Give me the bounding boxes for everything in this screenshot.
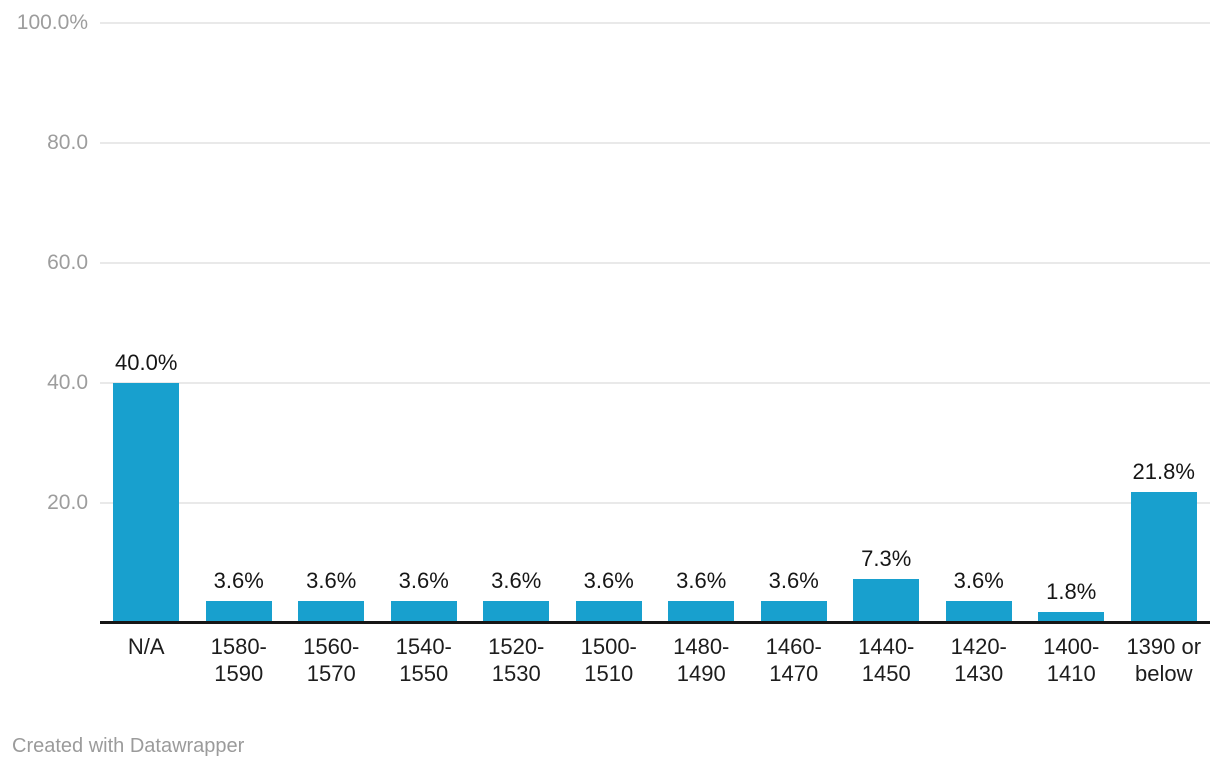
value-label: 3.6% (213, 568, 264, 594)
bar-1500-1510[interactable] (575, 601, 642, 623)
value-label: 1.8% (1046, 579, 1097, 605)
bar-1420-1430[interactable] (945, 601, 1012, 623)
value-label: 21.8% (1132, 459, 1195, 485)
chart-footer: Created with Datawrapper (12, 735, 244, 758)
bar-1480-1490[interactable] (668, 601, 735, 623)
x-tick-label-1460-1470: 1460- 1470 (748, 633, 841, 687)
x-tick-label-line: 1410 (1046, 661, 1096, 686)
x-tick-label-1500-1510: 1500- 1510 (563, 633, 656, 687)
y-axis: 100.0% 80.0 60.0 40.0 20.0 (0, 11, 88, 623)
bar-column: 3.6% (285, 23, 378, 623)
x-tick-label-1560-1570: 1560- 1570 (285, 633, 378, 687)
x-tick-label-line: 1400- (1043, 634, 1100, 659)
value-label: 3.6% (676, 568, 727, 594)
x-tick-label-line: N/A (127, 634, 165, 659)
gridline (100, 382, 1210, 384)
x-tick-label-1390 or below: 1390 or below (1118, 633, 1211, 687)
x-tick-label-line: 1550 (399, 661, 449, 686)
x-tick-label-1420-1430: 1420- 1430 (933, 633, 1026, 687)
x-tick-label-line: 1500- (580, 634, 637, 659)
bar-column: 3.6% (378, 23, 471, 623)
x-tick-label-N/A: N/A (100, 633, 193, 687)
value-label: 7.3% (861, 546, 912, 572)
x-tick-label-1540-1550: 1540- 1550 (378, 633, 471, 687)
bar-column: 1.8% (1025, 23, 1118, 623)
bar-column: 3.6% (470, 23, 563, 623)
x-tick-label-line: 1520- (488, 634, 545, 659)
bar-1400-1410[interactable] (1038, 612, 1105, 623)
bar-column: 3.6% (563, 23, 656, 623)
datawrapper-credit-link[interactable]: Created with Datawrapper (12, 735, 245, 757)
plot-area (100, 22, 1210, 624)
bars-layer: 40.0% 3.6% 3.6% 3.6% 3.6% 3.6% 3.6% 3.6% 7.3% 3.6… (100, 23, 1210, 623)
bar-column: 3.6% (193, 23, 286, 623)
x-tick-label-line: 1430 (954, 661, 1004, 686)
value-label: 3.6% (583, 568, 634, 594)
x-tick-label-line: 1480- (673, 634, 730, 659)
gridline (100, 22, 1210, 24)
x-tick-label-1580-1590: 1580- 1590 (193, 633, 286, 687)
bar-1540-1550[interactable] (390, 601, 457, 623)
bar-column: 3.6% (655, 23, 748, 623)
bar-column: 21.8% (1118, 23, 1211, 623)
bar-1560-1570[interactable] (298, 601, 365, 623)
x-tick-label-1520-1530: 1520- 1530 (470, 633, 563, 687)
value-label: 3.6% (953, 568, 1004, 594)
bar-1460-1470[interactable] (760, 601, 827, 623)
y-tick-label: 100.0% (16, 11, 88, 34)
value-label: 3.6% (398, 568, 449, 594)
bar-column: 3.6% (933, 23, 1026, 623)
bar-column: 7.3% (840, 23, 933, 623)
y-tick-label: 20.0 (47, 491, 88, 514)
gridline (100, 502, 1210, 504)
value-label: 40.0% (115, 350, 178, 375)
x-tick-label-line: 1540- (395, 634, 452, 659)
x-tick-label-line: 1590 (214, 661, 264, 686)
bar-column: 3.6% (748, 23, 841, 623)
x-tick-label-line: 1560- (303, 634, 360, 659)
bar-1520-1530[interactable] (483, 601, 550, 623)
x-axis-baseline (100, 621, 1210, 624)
x-tick-label-line: 1420- (950, 634, 1007, 659)
x-tick-label-1480-1490: 1480- 1490 (655, 633, 748, 687)
value-label: 3.6% (491, 568, 542, 594)
value-label: 3.6% (306, 568, 357, 594)
x-tick-label-line: 1470 (769, 661, 819, 686)
x-tick-label-line: 1530 (491, 661, 541, 686)
x-tick-label-line: 1390 or (1126, 634, 1202, 659)
x-tick-label-line: below (1135, 661, 1193, 686)
x-tick-label-1440-1450: 1440- 1450 (840, 633, 933, 687)
y-tick-label: 80.0 (47, 131, 88, 154)
gridline (100, 262, 1210, 264)
gridline (100, 142, 1210, 144)
x-tick-label-line: 1450 (861, 661, 911, 686)
x-tick-label-line: 1440- (858, 634, 915, 659)
bar-1390 or below[interactable] (1130, 492, 1197, 623)
bar-column: 40.0% (100, 23, 193, 623)
value-label: 3.6% (768, 568, 819, 594)
x-tick-label-line: 1580- (210, 634, 267, 659)
x-tick-label-line: 1460- (765, 634, 822, 659)
y-tick-label: 40.0 (47, 371, 88, 394)
y-tick-label: 60.0 (47, 251, 88, 274)
bar-1580-1590[interactable] (205, 601, 272, 623)
x-tick-label-line: 1490 (676, 661, 726, 686)
x-axis: N/A 1580- 1590 1560- 1570 1540- 1550 1520- 1530 1… (100, 633, 1210, 687)
x-tick-label-1400-1410: 1400- 1410 (1025, 633, 1118, 687)
x-tick-label-line: 1570 (306, 661, 356, 686)
x-tick-label-line: 1510 (584, 661, 634, 686)
bar-1440-1450[interactable] (853, 579, 920, 623)
bar-N/A[interactable] (113, 383, 180, 623)
